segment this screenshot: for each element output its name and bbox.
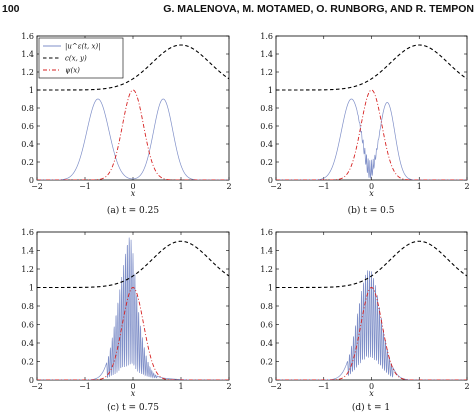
y-tick-label: 1.6 bbox=[260, 32, 273, 41]
series-psi-line bbox=[37, 89, 229, 180]
panel-caption: (a) t = 0.25 bbox=[107, 205, 159, 216]
series-psi-line bbox=[276, 287, 467, 380]
series-u-line bbox=[37, 98, 229, 180]
y-tick-label: 1.2 bbox=[260, 68, 273, 77]
series-c-line bbox=[37, 240, 229, 289]
y-tick-label: 0.8 bbox=[21, 302, 34, 311]
x-tick-label: 0 bbox=[369, 382, 374, 391]
x-axis-label: x bbox=[369, 389, 374, 398]
chart-panel-4: −2 −1 0 1 2 0 0.2 0.4 0.6 0.8 1 1.2 1.4 1.6 x (d) t = 1 bbox=[260, 228, 469, 413]
y-tick-label: 1.4 bbox=[21, 247, 34, 256]
plot-area bbox=[276, 240, 467, 380]
legend: |u^ε(t, x)| c(x, y) ψ(x) bbox=[38, 37, 124, 79]
y-tick-label: 0.6 bbox=[260, 122, 273, 131]
chart-panel-2: −2 −1 0 1 2 0 0.2 0.4 0.6 0.8 1 1.2 1.4 1.6 x (b) t = 0… bbox=[260, 32, 469, 216]
y-tick-label: 1 bbox=[29, 86, 34, 95]
plot-frame bbox=[275, 231, 468, 381]
y-tick-label: 0.6 bbox=[21, 122, 34, 131]
y-tick-label: 0.4 bbox=[21, 339, 34, 348]
running-header: G. MALENOVA, M. MOTAMED, O. RUNBORG, AND… bbox=[163, 3, 474, 15]
series-u-line bbox=[276, 98, 467, 180]
x-tick-label: 1 bbox=[417, 182, 422, 191]
y-tick-label: 0.8 bbox=[260, 104, 273, 113]
plot-frame bbox=[275, 35, 468, 181]
x-tick-label: −1 bbox=[79, 382, 91, 391]
series-u-line bbox=[276, 270, 467, 380]
y-tick-label: 1.4 bbox=[21, 50, 34, 59]
y-tick-label: 0.6 bbox=[21, 321, 34, 330]
y-tick-label: 0.8 bbox=[21, 104, 34, 113]
series-c-line bbox=[276, 44, 467, 91]
x-axis-label: x bbox=[369, 189, 374, 198]
plot-area bbox=[37, 44, 229, 180]
x-tick-label: 1 bbox=[178, 182, 183, 191]
y-tick-label: 1.4 bbox=[260, 50, 273, 59]
y-tick-label: 1.6 bbox=[21, 32, 34, 41]
y-tick-label: 1 bbox=[29, 284, 34, 293]
x-tick-label: −2 bbox=[270, 382, 282, 391]
x-tick-label: 0 bbox=[369, 182, 374, 191]
legend-label: |u^ε(t, x)| bbox=[65, 43, 101, 51]
legend-box bbox=[38, 37, 124, 79]
y-tick-label: 0.2 bbox=[260, 358, 273, 367]
y-tick-label: 0.4 bbox=[260, 140, 273, 149]
y-tick-label: 1.2 bbox=[21, 68, 34, 77]
page-number: 100 bbox=[2, 3, 20, 15]
y-tick-label: 0.2 bbox=[260, 158, 273, 167]
y-tick-label: 0 bbox=[29, 376, 34, 385]
plot-area bbox=[276, 44, 467, 180]
y-tick-label: 1.4 bbox=[260, 247, 273, 256]
panels: −2 −1 0 1 2 0 0.2 0.4 0.6 0.8 1 1.2 1.4 1.6 x (a) t = 0… bbox=[21, 32, 469, 413]
y-tick-label: 0.8 bbox=[260, 302, 273, 311]
x-tick-label: −1 bbox=[318, 182, 330, 191]
series-u-line bbox=[37, 237, 229, 380]
series-c-line bbox=[37, 44, 229, 91]
y-tick-label: 0.4 bbox=[21, 140, 34, 149]
x-tick-label: −2 bbox=[270, 182, 282, 191]
y-tick-label: 0 bbox=[29, 176, 34, 185]
x-tick-label: −2 bbox=[31, 182, 43, 191]
x-tick-label: 1 bbox=[417, 382, 422, 391]
panel-caption: (c) t = 0.75 bbox=[107, 402, 159, 413]
chart-panel-3: −2 −1 0 1 2 0 0.2 0.4 0.6 0.8 1 1.2 1.4 1.6 x (c) t = 0… bbox=[21, 228, 231, 413]
series-c-line bbox=[276, 240, 467, 289]
y-tick-label: 1.6 bbox=[21, 228, 34, 237]
x-tick-label: 1 bbox=[178, 382, 183, 391]
y-tick-label: 0.2 bbox=[21, 358, 34, 367]
x-tick-label: 0 bbox=[130, 382, 135, 391]
legend-label: c(x, y) bbox=[65, 55, 87, 63]
chart-panel-1: −2 −1 0 1 2 0 0.2 0.4 0.6 0.8 1 1.2 1.4 1.6 x (a) t = 0… bbox=[21, 32, 231, 216]
y-tick-label: 1.2 bbox=[21, 265, 34, 274]
plot-area bbox=[37, 237, 229, 380]
x-axis-label: x bbox=[131, 189, 136, 198]
y-tick-label: 0.4 bbox=[260, 339, 273, 348]
x-tick-label: 2 bbox=[464, 182, 469, 191]
y-tick-label: 0 bbox=[268, 176, 273, 185]
x-tick-label: −2 bbox=[31, 382, 43, 391]
x-tick-label: −1 bbox=[318, 382, 330, 391]
x-tick-label: −1 bbox=[79, 182, 91, 191]
x-tick-label: 2 bbox=[226, 382, 231, 391]
x-tick-label: 2 bbox=[226, 182, 231, 191]
panel-caption: (d) t = 1 bbox=[352, 402, 390, 413]
y-tick-label: 1 bbox=[268, 284, 273, 293]
y-tick-label: 0 bbox=[268, 376, 273, 385]
y-tick-label: 0.6 bbox=[260, 321, 273, 330]
y-tick-label: 1.2 bbox=[260, 265, 273, 274]
legend-label: ψ(x) bbox=[65, 67, 80, 75]
panel-caption: (b) t = 0.5 bbox=[348, 205, 395, 216]
x-tick-label: 0 bbox=[130, 182, 135, 191]
x-axis-label: x bbox=[131, 389, 136, 398]
series-psi-line bbox=[37, 287, 229, 380]
x-tick-label: 2 bbox=[464, 382, 469, 391]
y-tick-label: 1.6 bbox=[260, 228, 273, 237]
y-tick-label: 1 bbox=[268, 86, 273, 95]
y-tick-label: 0.2 bbox=[21, 158, 34, 167]
